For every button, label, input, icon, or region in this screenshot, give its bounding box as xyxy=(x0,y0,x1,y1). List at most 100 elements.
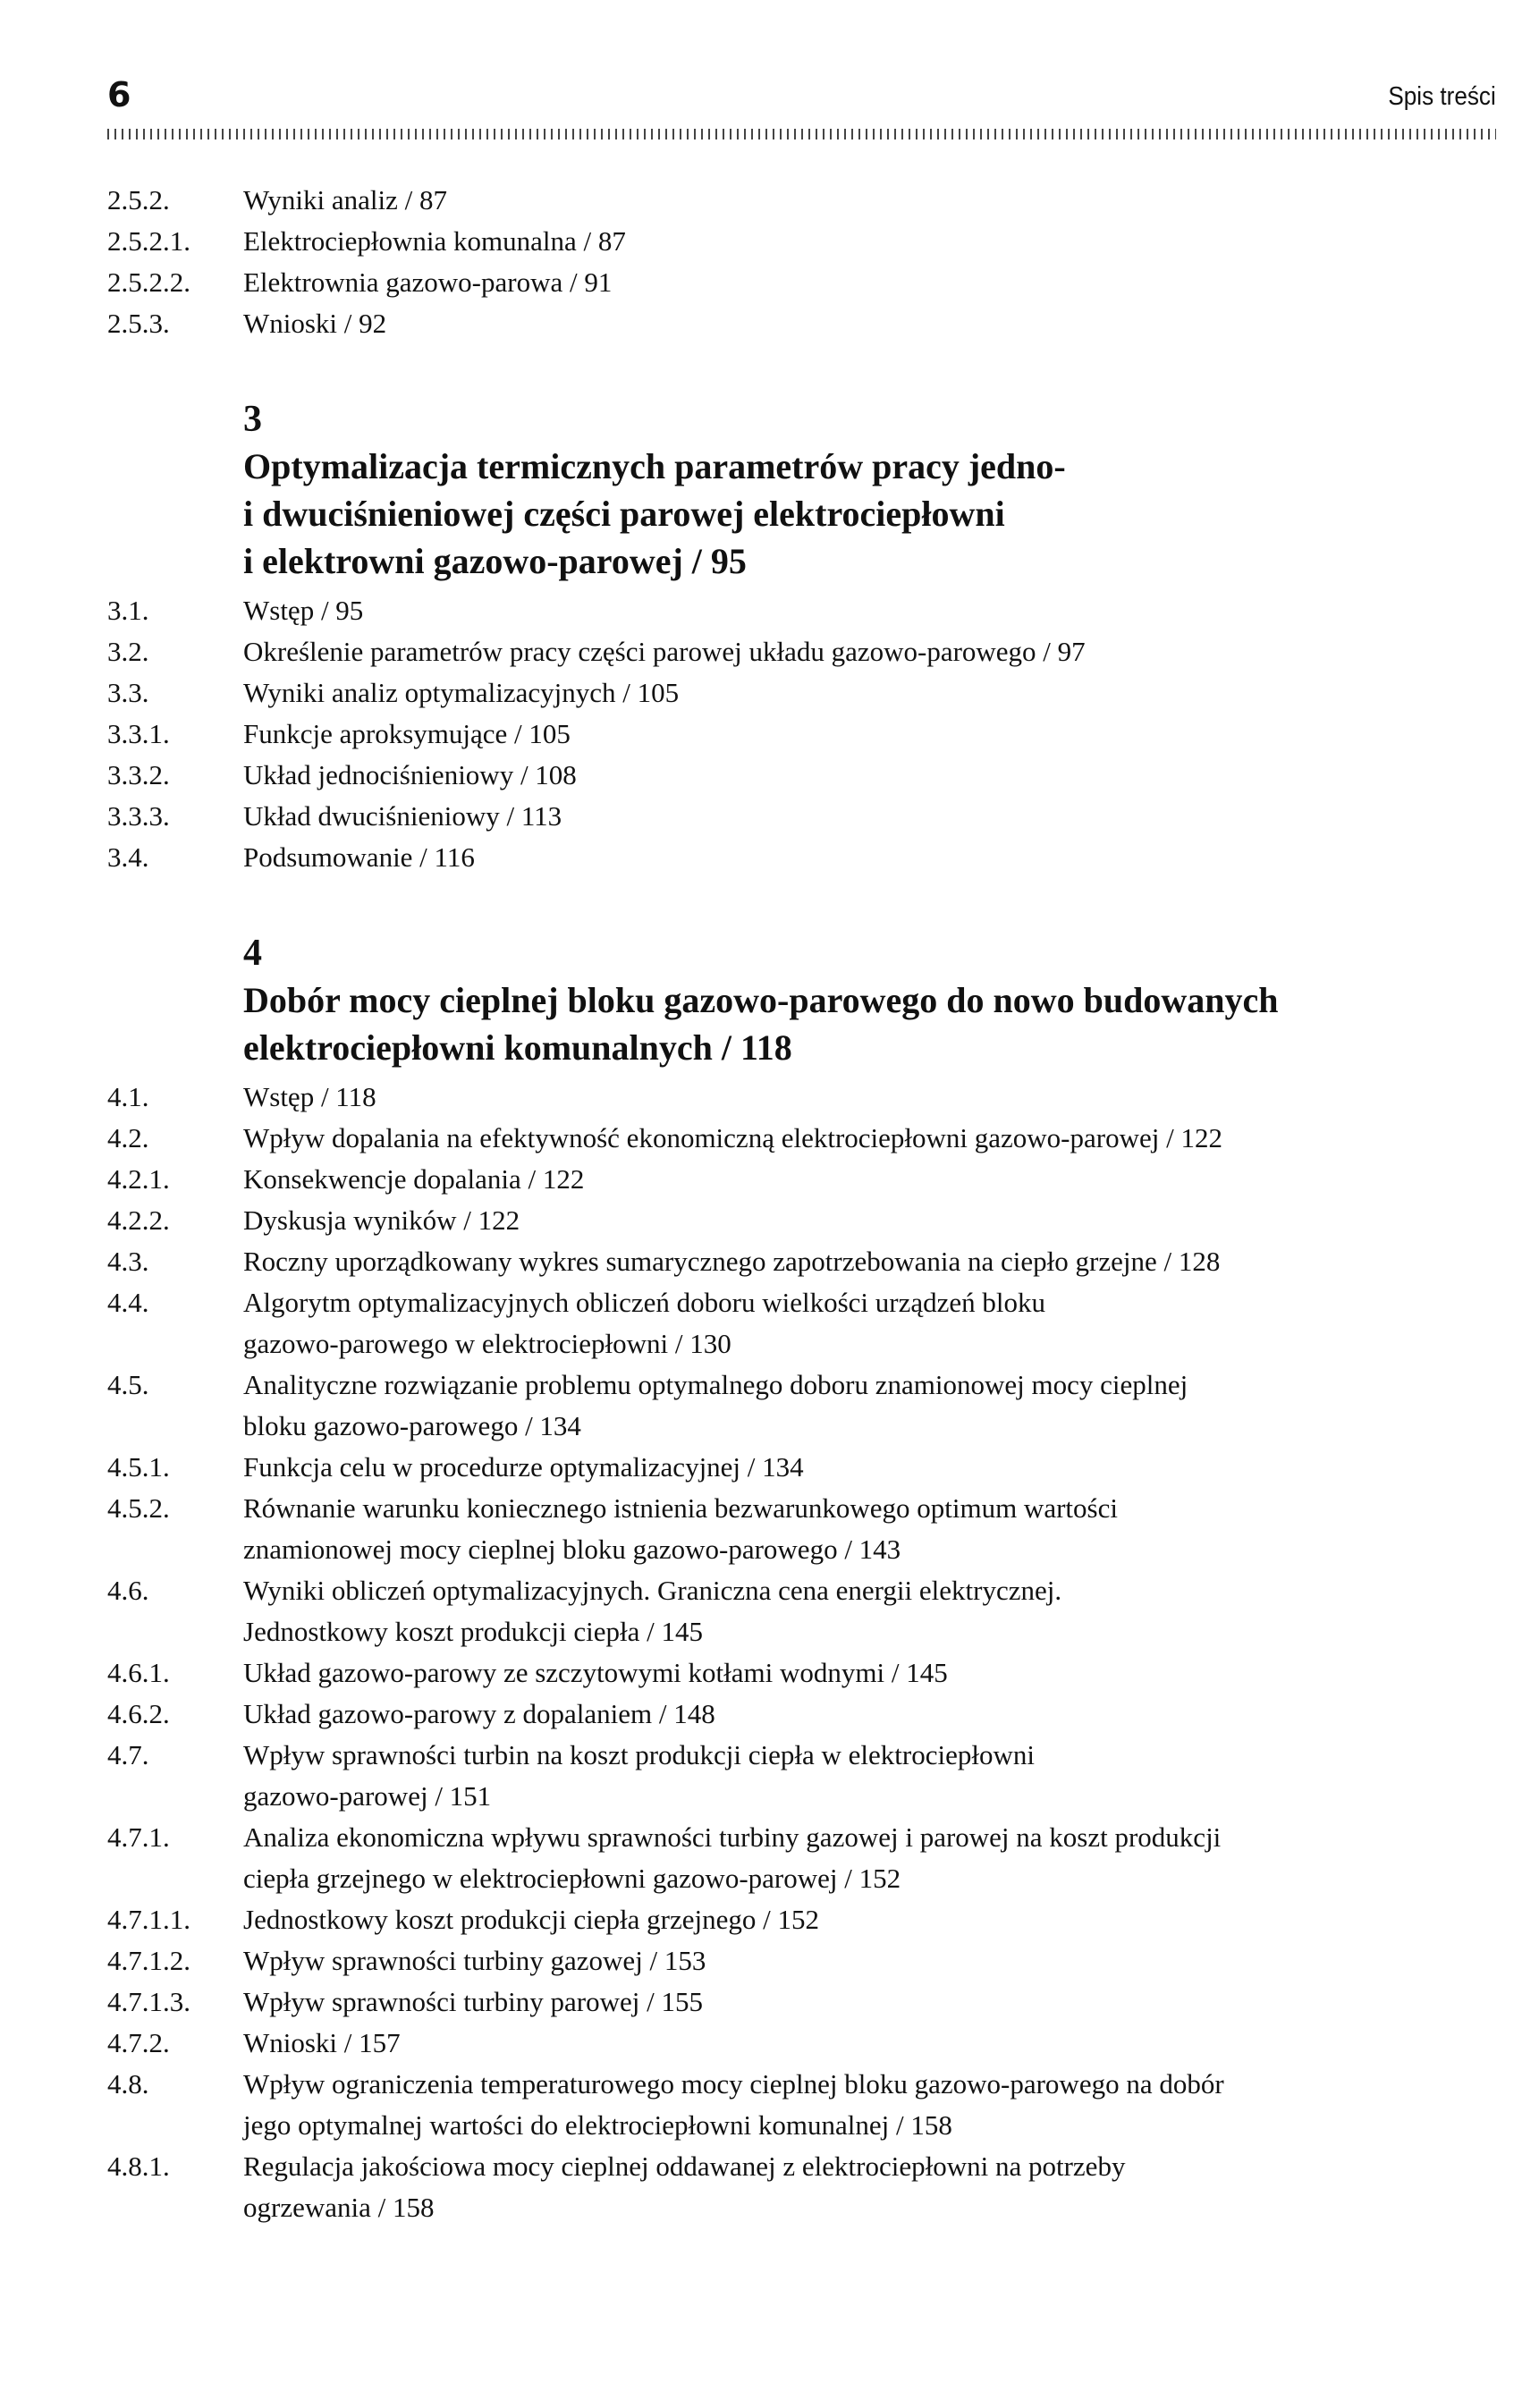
section-title: Wyniki obliczeń optymalizacyjnych. Grani… xyxy=(243,1570,1502,1652)
page-number: 6 xyxy=(107,75,131,114)
section-title: Układ gazowo-parowy z dopalaniem / 148 xyxy=(243,1694,1502,1735)
section-title-line: Podsumowanie / 116 xyxy=(243,841,475,873)
section-number: 4.2.1. xyxy=(107,1163,170,1195)
section-title-line: znamionowej mocy cieplnej bloku gazowo-p… xyxy=(243,1534,901,1565)
section-title: Układ jednociśnieniowy / 108 xyxy=(243,755,1502,796)
toc-entry: 3.2. Określenie parametrów pracy części p… xyxy=(107,631,1502,672)
toc-entry: 2.5.2.1. Elektrociepłownia komunalna / 87 xyxy=(107,221,1502,262)
section-title-line: ogrzewania / 158 xyxy=(243,2192,435,2223)
toc-entry: 4.7.1. Analiza ekonomiczna wpływu sprawno… xyxy=(107,1817,1502,1899)
section-title: Wnioski / 92 xyxy=(243,303,1502,344)
header-dotted-rule xyxy=(107,129,1496,139)
section-title: Układ gazowo-parowy ze szczytowymi kotła… xyxy=(243,1652,1502,1694)
section-number: 3.3.3. xyxy=(107,800,170,832)
section-number: 4.6. xyxy=(107,1575,149,1606)
toc-entry: 4.7.1.2. Wpływ sprawności turbiny gazowej… xyxy=(107,1940,1502,1981)
section-number: 4.5.2. xyxy=(107,1492,170,1524)
toc-entry: 3.1. Wstęp / 95 xyxy=(107,590,1502,631)
section-number: 4.6.1. xyxy=(107,1657,170,1688)
section-number: 4.7.1.1. xyxy=(107,1904,190,1935)
section-title: Wpływ sprawności turbiny gazowej / 153 xyxy=(243,1940,1502,1981)
section-number: 3.3.2. xyxy=(107,759,170,790)
section-title: Algorytm optymalizacyjnych obliczeń dobo… xyxy=(243,1282,1502,1365)
section-title-line: Wnioski / 92 xyxy=(243,308,387,339)
section-title: Funkcja celu w procedurze optymalizacyjn… xyxy=(243,1447,1502,1488)
toc-entry: 4.8.1. Regulacja jakościowa mocy cieplnej… xyxy=(107,2146,1502,2228)
toc-entry: 4.5.1. Funkcja celu w procedurze optymali… xyxy=(107,1447,1502,1488)
section-number: 3.4. xyxy=(107,841,149,873)
chapter-title-line: i elektrowni gazowo-parowej / 95 xyxy=(243,541,747,581)
section-title: Regulacja jakościowa mocy cieplnej oddaw… xyxy=(243,2146,1502,2228)
section-number: 4.6.2. xyxy=(107,1698,170,1729)
section-title: Wpływ dopalania na efektywność ekonomicz… xyxy=(243,1118,1502,1159)
chapter-title: Dobór mocy cieplnej bloku gazowo-paroweg… xyxy=(243,976,1502,1071)
section-number: 4.1. xyxy=(107,1081,149,1112)
toc-entry: 4.2.2. Dyskusja wyników / 122 xyxy=(107,1200,1502,1241)
section-number: 4.8. xyxy=(107,2068,149,2100)
section-number: 3.3. xyxy=(107,677,149,708)
section-title-line: Elektrociepłownia komunalna / 87 xyxy=(243,225,626,257)
section-title-line: ciepła grzejnego w elektrociepłowni gazo… xyxy=(243,1863,901,1894)
section-title-line: Regulacja jakościowa mocy cieplnej oddaw… xyxy=(243,2150,1126,2182)
toc-entry: 4.5.2. Równanie warunku koniecznego istni… xyxy=(107,1488,1502,1570)
section-number: 2.5.2.2. xyxy=(107,266,190,298)
toc-entry: 4.6.2. Układ gazowo-parowy z dopalaniem /… xyxy=(107,1694,1502,1735)
section-title-line: Wpływ sprawności turbiny parowej / 155 xyxy=(243,1986,703,2017)
section-title-line: Wpływ ograniczenia temperaturowego mocy … xyxy=(243,2068,1224,2100)
running-title: Spis treści xyxy=(1388,82,1496,111)
section-title: Równanie warunku koniecznego istnienia b… xyxy=(243,1488,1502,1570)
section-title-line: gazowo-parowego w elektrociepłowni / 130 xyxy=(243,1328,731,1359)
chapter-title-line: i dwuciśnieniowej części parowej elektro… xyxy=(243,494,1005,534)
section-title-line: Roczny uporządkowany wykres sumarycznego… xyxy=(243,1246,1221,1277)
section-title: Określenie parametrów pracy części parow… xyxy=(243,631,1502,672)
section-title: Dyskusja wyników / 122 xyxy=(243,1200,1502,1241)
chapter-title-line: Optymalizacja termicznych parametrów pra… xyxy=(243,446,1066,486)
section-title: Wpływ sprawności turbiny parowej / 155 xyxy=(243,1981,1502,2023)
section-title: Wnioski / 157 xyxy=(243,2023,1502,2064)
toc-entry: 4.8. Wpływ ograniczenia temperaturowego m… xyxy=(107,2064,1502,2146)
section-title: Analiza ekonomiczna wpływu sprawności tu… xyxy=(243,1817,1502,1899)
section-title-line: jego optymalnej wartości do elektrociepł… xyxy=(243,2109,952,2141)
chapter-title-line: elektrociepłowni komunalnych / 118 xyxy=(243,1027,792,1068)
section-title: Elektrownia gazowo-parowa / 91 xyxy=(243,262,1502,303)
section-title-line: Układ jednociśnieniowy / 108 xyxy=(243,759,577,790)
toc-entry: 4.4. Algorytm optymalizacyjnych obliczeń … xyxy=(107,1282,1502,1365)
section-number: 4.7.1.3. xyxy=(107,1986,190,2017)
toc-entry: 4.2.1. Konsekwencje dopalania / 122 xyxy=(107,1159,1502,1200)
section-title-line: Analityczne rozwiązanie problemu optymal… xyxy=(243,1369,1188,1400)
section-title-line: Elektrownia gazowo-parowa / 91 xyxy=(243,266,613,298)
chapter-title-line: Dobór mocy cieplnej bloku gazowo-paroweg… xyxy=(243,980,1279,1020)
section-title-line: bloku gazowo-parowego / 134 xyxy=(243,1410,581,1441)
section-number: 2.5.2.1. xyxy=(107,225,190,257)
section-number: 3.1. xyxy=(107,595,149,626)
section-title: Konsekwencje dopalania / 122 xyxy=(243,1159,1502,1200)
section-title: Podsumowanie / 116 xyxy=(243,837,1502,878)
section-number: 4.2.2. xyxy=(107,1204,170,1236)
section-title: Elektrociepłownia komunalna / 87 xyxy=(243,221,1502,262)
section-title-line: Funkcja celu w procedurze optymalizacyjn… xyxy=(243,1451,804,1483)
toc-entry: 4.3. Roczny uporządkowany wykres sumarycz… xyxy=(107,1241,1502,1282)
toc-entry: 2.5.2.2. Elektrownia gazowo-parowa / 91 xyxy=(107,262,1502,303)
section-number: 4.2. xyxy=(107,1122,149,1153)
toc-entry: 3.3.2. Układ jednociśnieniowy / 108 xyxy=(107,755,1502,796)
section-title-line: Układ dwuciśnieniowy / 113 xyxy=(243,800,562,832)
section-number: 4.4. xyxy=(107,1287,149,1318)
toc-entry: 4.7. Wpływ sprawności turbin na koszt pro… xyxy=(107,1735,1502,1817)
toc-entry: 3.3.1. Funkcje aproksymujące / 105 xyxy=(107,714,1502,755)
toc-entry: 4.1. Wstęp / 118 xyxy=(107,1077,1502,1118)
section-title-line: Funkcje aproksymujące / 105 xyxy=(243,718,571,749)
section-title: Wpływ sprawności turbin na koszt produkc… xyxy=(243,1735,1502,1817)
section-number: 2.5.2. xyxy=(107,184,170,215)
section-title-line: Wyniki obliczeń optymalizacyjnych. Grani… xyxy=(243,1575,1062,1606)
section-title: Wyniki analiz / 87 xyxy=(243,180,1502,221)
section-number: 2.5.3. xyxy=(107,308,170,339)
section-title: Roczny uporządkowany wykres sumarycznego… xyxy=(243,1241,1502,1282)
section-number: 3.2. xyxy=(107,636,149,667)
toc-entry: 4.6. Wyniki obliczeń optymalizacyjnych. G… xyxy=(107,1570,1502,1652)
toc-entry: 4.7.1.3. Wpływ sprawności turbiny parowej… xyxy=(107,1981,1502,2023)
toc-entry: 4.7.2. Wnioski / 157 xyxy=(107,2023,1502,2064)
section-number: 3.3.1. xyxy=(107,718,170,749)
toc-entry: 4.2. Wpływ dopalania na efektywność ekono… xyxy=(107,1118,1502,1159)
section-title: Jednostkowy koszt produkcji ciepła grzej… xyxy=(243,1899,1502,1940)
section-title-line: Równanie warunku koniecznego istnienia b… xyxy=(243,1492,1118,1524)
